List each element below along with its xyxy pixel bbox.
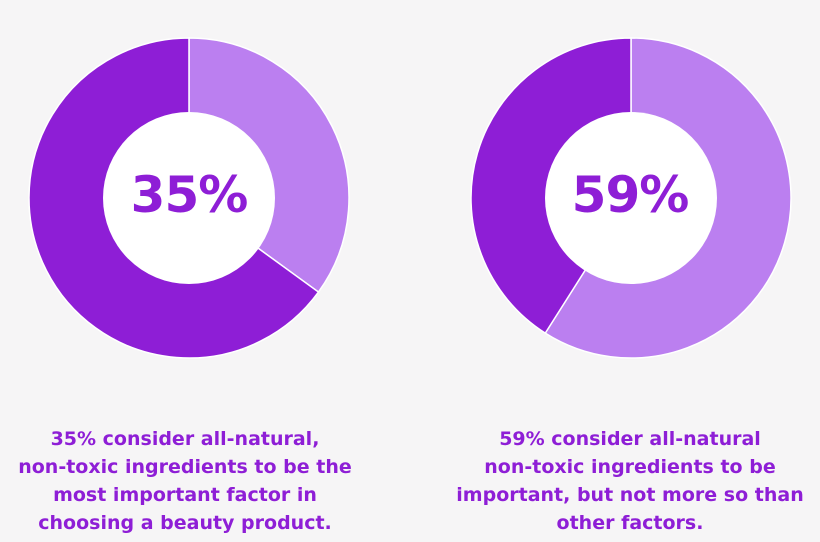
caption-right-line-3: important, but not more so than [456, 484, 804, 506]
donut-right-svg [470, 37, 792, 359]
donut-right-hole [545, 112, 717, 284]
center-value-left-text: 35% [130, 166, 249, 224]
donut-left-svg [28, 37, 350, 359]
center-value-right-text: 59% [571, 166, 690, 224]
caption-left: 35% consider all-natural, non-toxic ingr… [0, 425, 390, 537]
donut-left-slice-1 [188, 37, 350, 294]
caption-left-line-1: 35% consider all-natural, [50, 428, 320, 450]
caption-left-line-2: non-toxic ingredients to be the [18, 456, 352, 478]
donut-left-hole [103, 112, 275, 284]
caption-right-line-1: 59% consider all-natural [499, 428, 761, 450]
caption-left-line-3: most important factor in [53, 484, 317, 506]
caption-right: 59% consider all-natural non-toxic ingre… [425, 425, 820, 537]
donut-chart-right: 59% 59% consider all-natural non-toxic i… [410, 0, 820, 542]
caption-left-line-4: choosing a beauty product. [38, 512, 332, 534]
caption-right-line-4: other factors. [556, 512, 704, 534]
caption-right-line-2: non-toxic ingredients to be [484, 456, 776, 478]
donut-chart-left: 35% 35% consider all-natural, non-toxic … [0, 37, 390, 537]
